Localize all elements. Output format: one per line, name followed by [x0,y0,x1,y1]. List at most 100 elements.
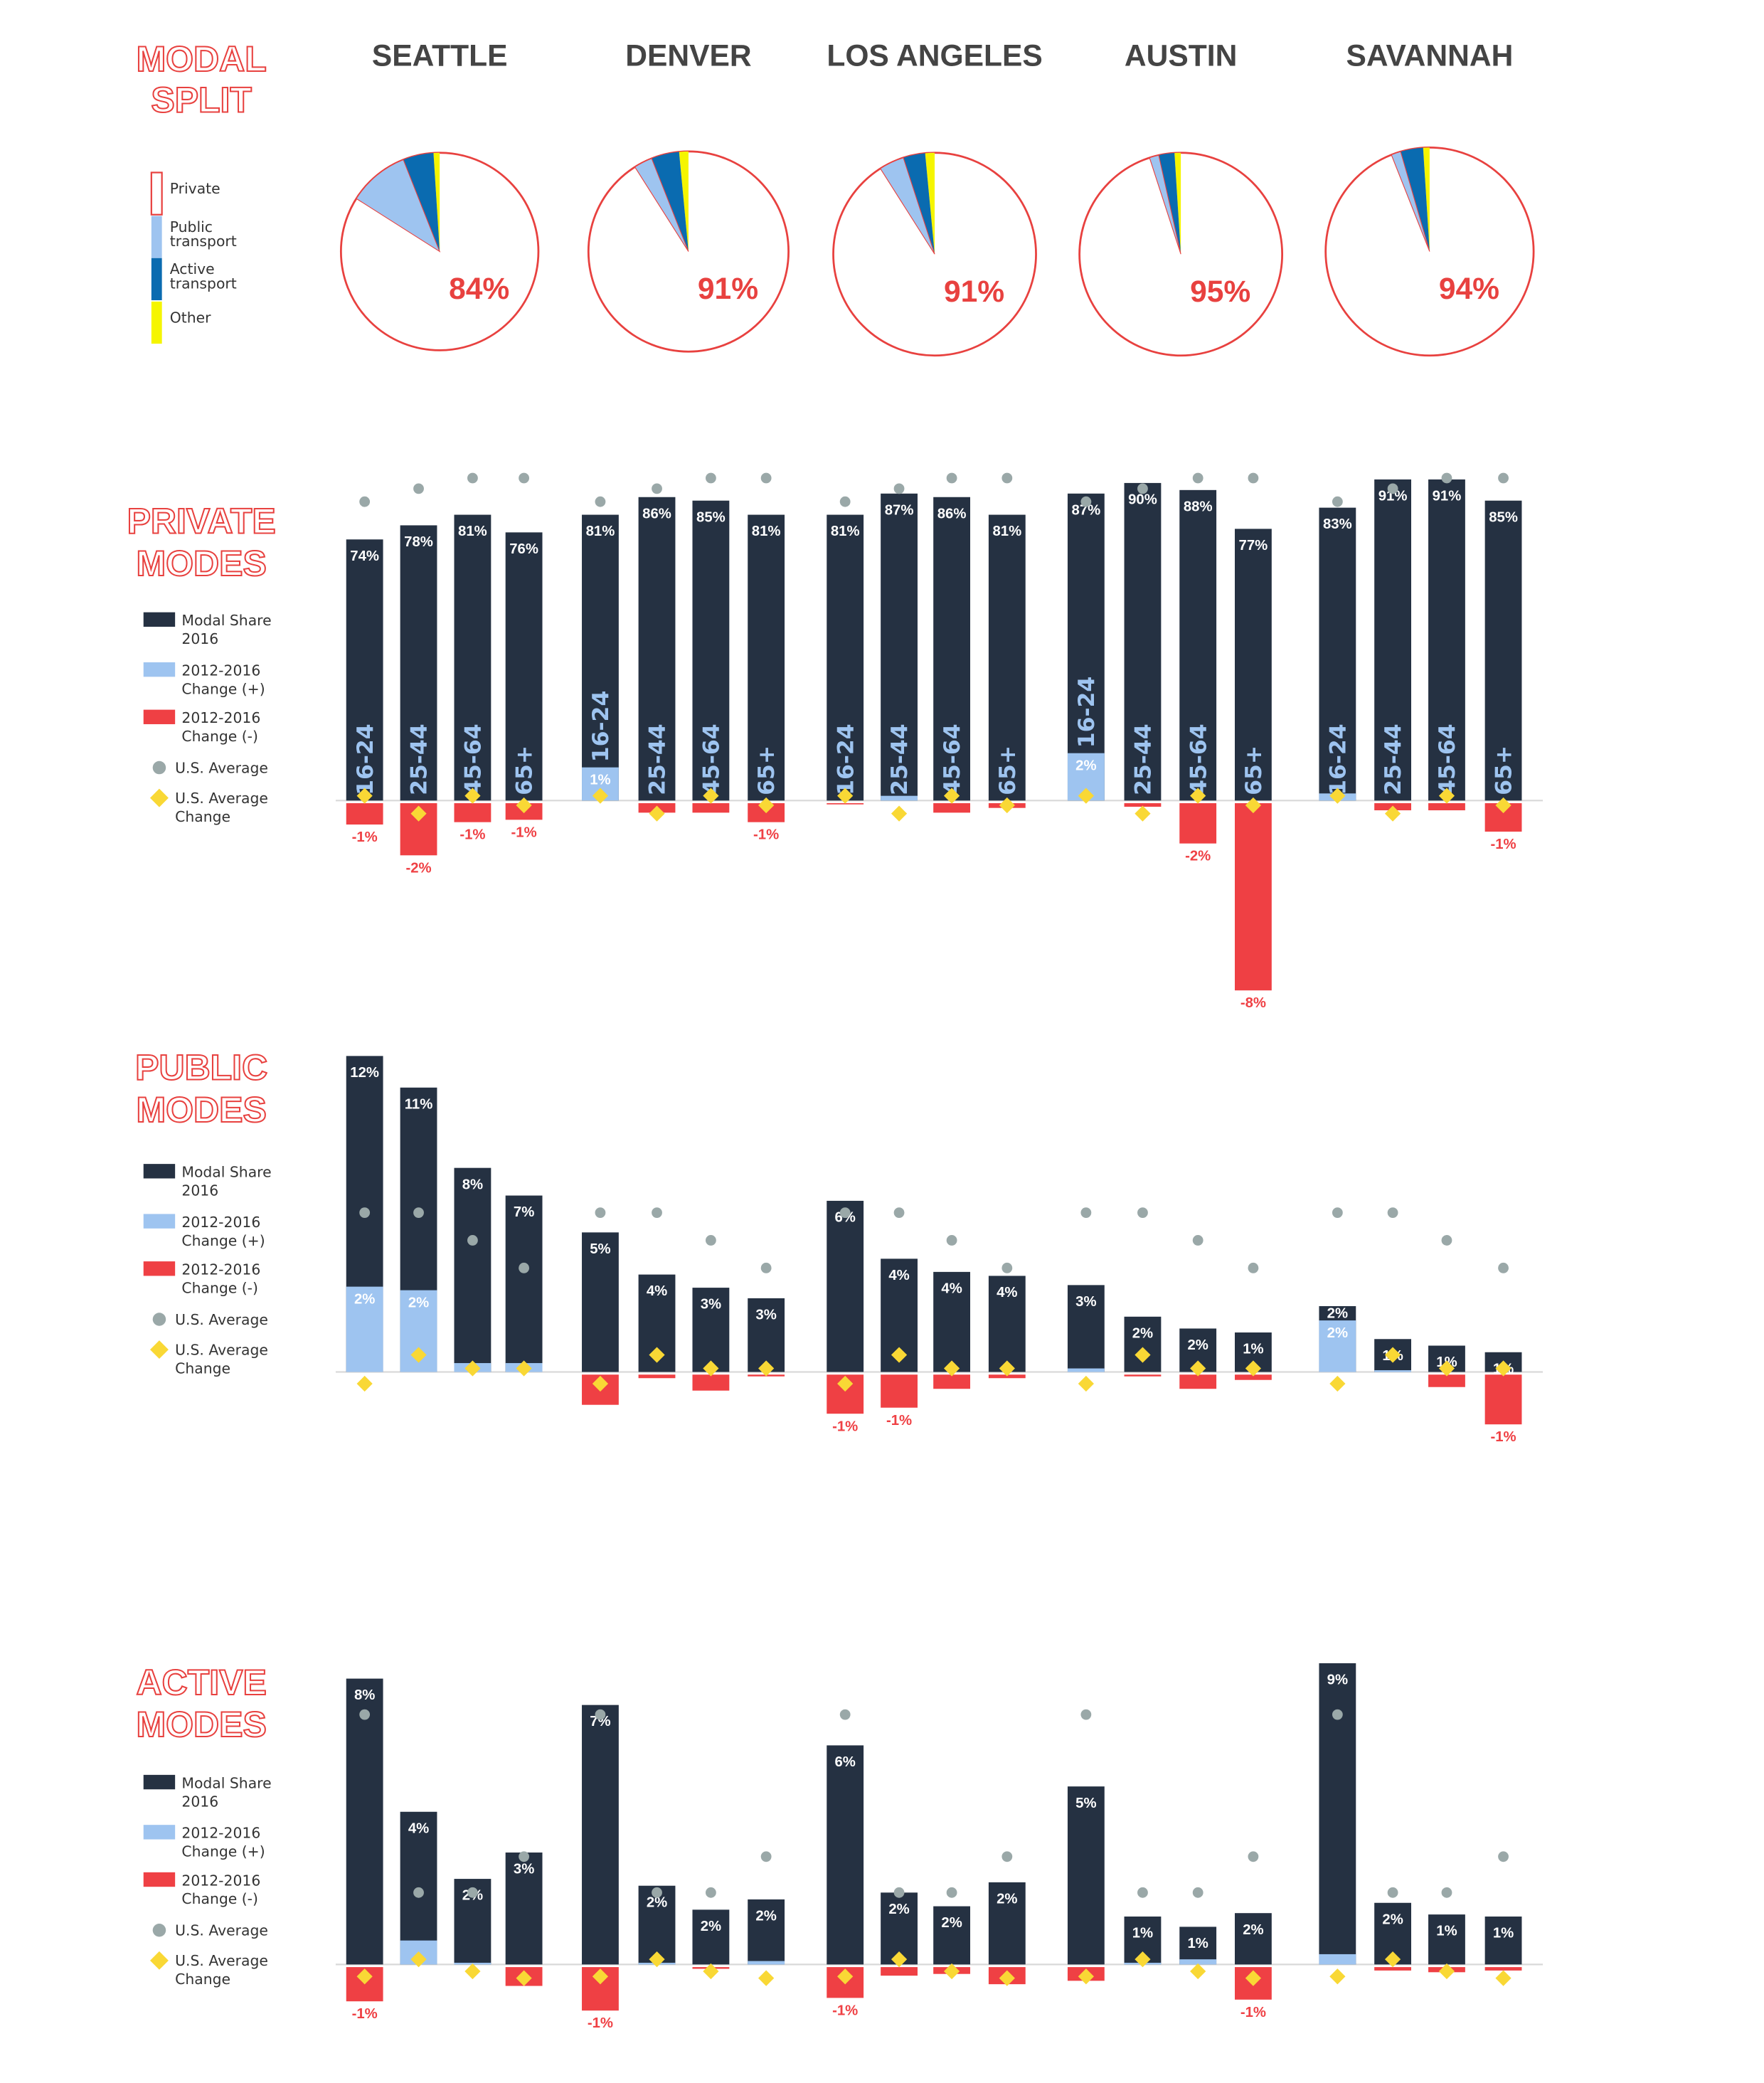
pie-slice-active [403,153,440,252]
us-average-dot [1441,1235,1452,1246]
us-average-dot [706,1887,716,1898]
share-label: 2% [941,1915,962,1931]
share-bar [1484,1917,1522,1965]
change-label: 2% [408,1295,429,1311]
pie-private-label: 91% [944,275,1004,309]
section-title-line2: MODES [137,1090,267,1130]
legend-label: U.S. Average [175,1311,268,1328]
us-average-dot [1137,483,1148,494]
us-average-change-diamond [1190,788,1206,804]
us-average-change-diamond [1329,1968,1346,1985]
share-bar [1319,507,1356,801]
us-average-change-diamond [1438,1963,1455,1980]
change-positive-bar [346,1286,383,1372]
share-bar [1235,529,1272,801]
us-average-change-diamond [999,1360,1015,1377]
us-average-dot [946,1235,957,1246]
share-bar [454,1167,492,1372]
pie-slice-public [1391,151,1430,252]
share-bar [582,1232,619,1372]
legend-swatch [143,1214,176,1229]
share-label: 86% [642,506,671,521]
us-average-change-diamond [1078,1968,1094,1985]
change-label: -1% [1240,2005,1266,2020]
us-average-change-diamond [410,805,427,822]
share-label: 4% [647,1283,667,1299]
city-title-austin: AUSTIN [1125,39,1237,73]
us-average-dot [760,1851,772,1862]
us-average-dot [519,1262,529,1273]
share-label: 91% [1378,489,1408,504]
pie-los-angeles: 91% [832,152,1037,357]
legend-swatch [143,709,176,724]
us-average-change-diamond [758,1970,775,1986]
share-label: 1% [1187,1936,1208,1951]
us-average-dot [359,1207,371,1218]
legend-label: 2016 [181,630,218,647]
pie-slice-active [652,152,689,252]
share-label: 2% [997,1891,1017,1907]
share-bar [748,1899,785,1965]
pie-denver: 91% [587,150,790,353]
change-negative-bar [454,803,492,822]
us-average-change-diamond [999,1970,1015,1986]
age-group-label: 25-44 [645,724,671,795]
pie-private-label: 91% [698,272,758,306]
us-average-dot [1080,1207,1092,1218]
us-average-dot [1248,1851,1259,1862]
change-positive-bar [1374,1370,1411,1372]
age-group-label: 25-44 [1381,724,1406,795]
share-label: 2% [888,1902,909,1917]
pie-private-label: 84% [449,272,509,306]
us-average-dot [760,472,772,484]
pie-private-label: 94% [1439,272,1499,306]
pie-slice-other [925,152,935,255]
us-average-dot [595,496,606,507]
legend-label: Change (-) [181,1279,258,1296]
change-label: -8% [1240,995,1266,1011]
us-average-dot [760,1262,772,1273]
change-negative-bar [692,803,730,813]
change-label: -2% [405,860,431,876]
us-average-dot [1498,1262,1509,1273]
city-bars-savannah: 2%2%1%1%-1%1% [1319,1207,1522,1445]
us-average-dot-icon [152,1924,166,1937]
modal-split-legend: PrivatePublictransportActivetransportOth… [150,171,237,344]
us-average-dot [706,472,716,484]
share-label: 3% [514,1862,534,1877]
legend-swatch-active [151,258,162,301]
legend-label: U.S. Average [175,1922,268,1939]
share-bar [827,1200,864,1372]
share-bar [692,1288,730,1372]
share-bar [1067,1786,1105,1965]
change-negative-bar [933,1374,970,1389]
us-average-dot [1248,472,1259,484]
age-group-label: 45-64 [1186,724,1211,795]
change-negative-bar [1428,803,1465,811]
section-title-line1: PUBLIC [135,1048,267,1088]
share-label: 85% [1489,509,1518,525]
share-bar [582,514,619,801]
us-average-dot [1137,1207,1148,1218]
us-average-dot [1498,472,1509,484]
share-bar [638,497,676,801]
legend-swatch [143,1872,176,1887]
modal-split-title-line1: MODAL [137,39,267,79]
share-bar [454,514,492,801]
pie-slice-other [433,152,440,252]
section-title-line2: MODES [137,1705,267,1744]
legend-label: Change [175,1359,230,1377]
us-average-change-diamond [943,1963,960,1980]
share-label: 3% [701,1297,721,1313]
share-bar [1374,479,1411,801]
city-title-savannah: SAVANNAH [1346,39,1514,73]
us-average-change-diamond [1135,1347,1151,1363]
us-average-change-diamond [516,1970,532,1986]
legend-label: 2012-2016 [181,709,260,726]
share-bar [881,493,918,801]
us-average-change-diamond [1438,1360,1455,1377]
